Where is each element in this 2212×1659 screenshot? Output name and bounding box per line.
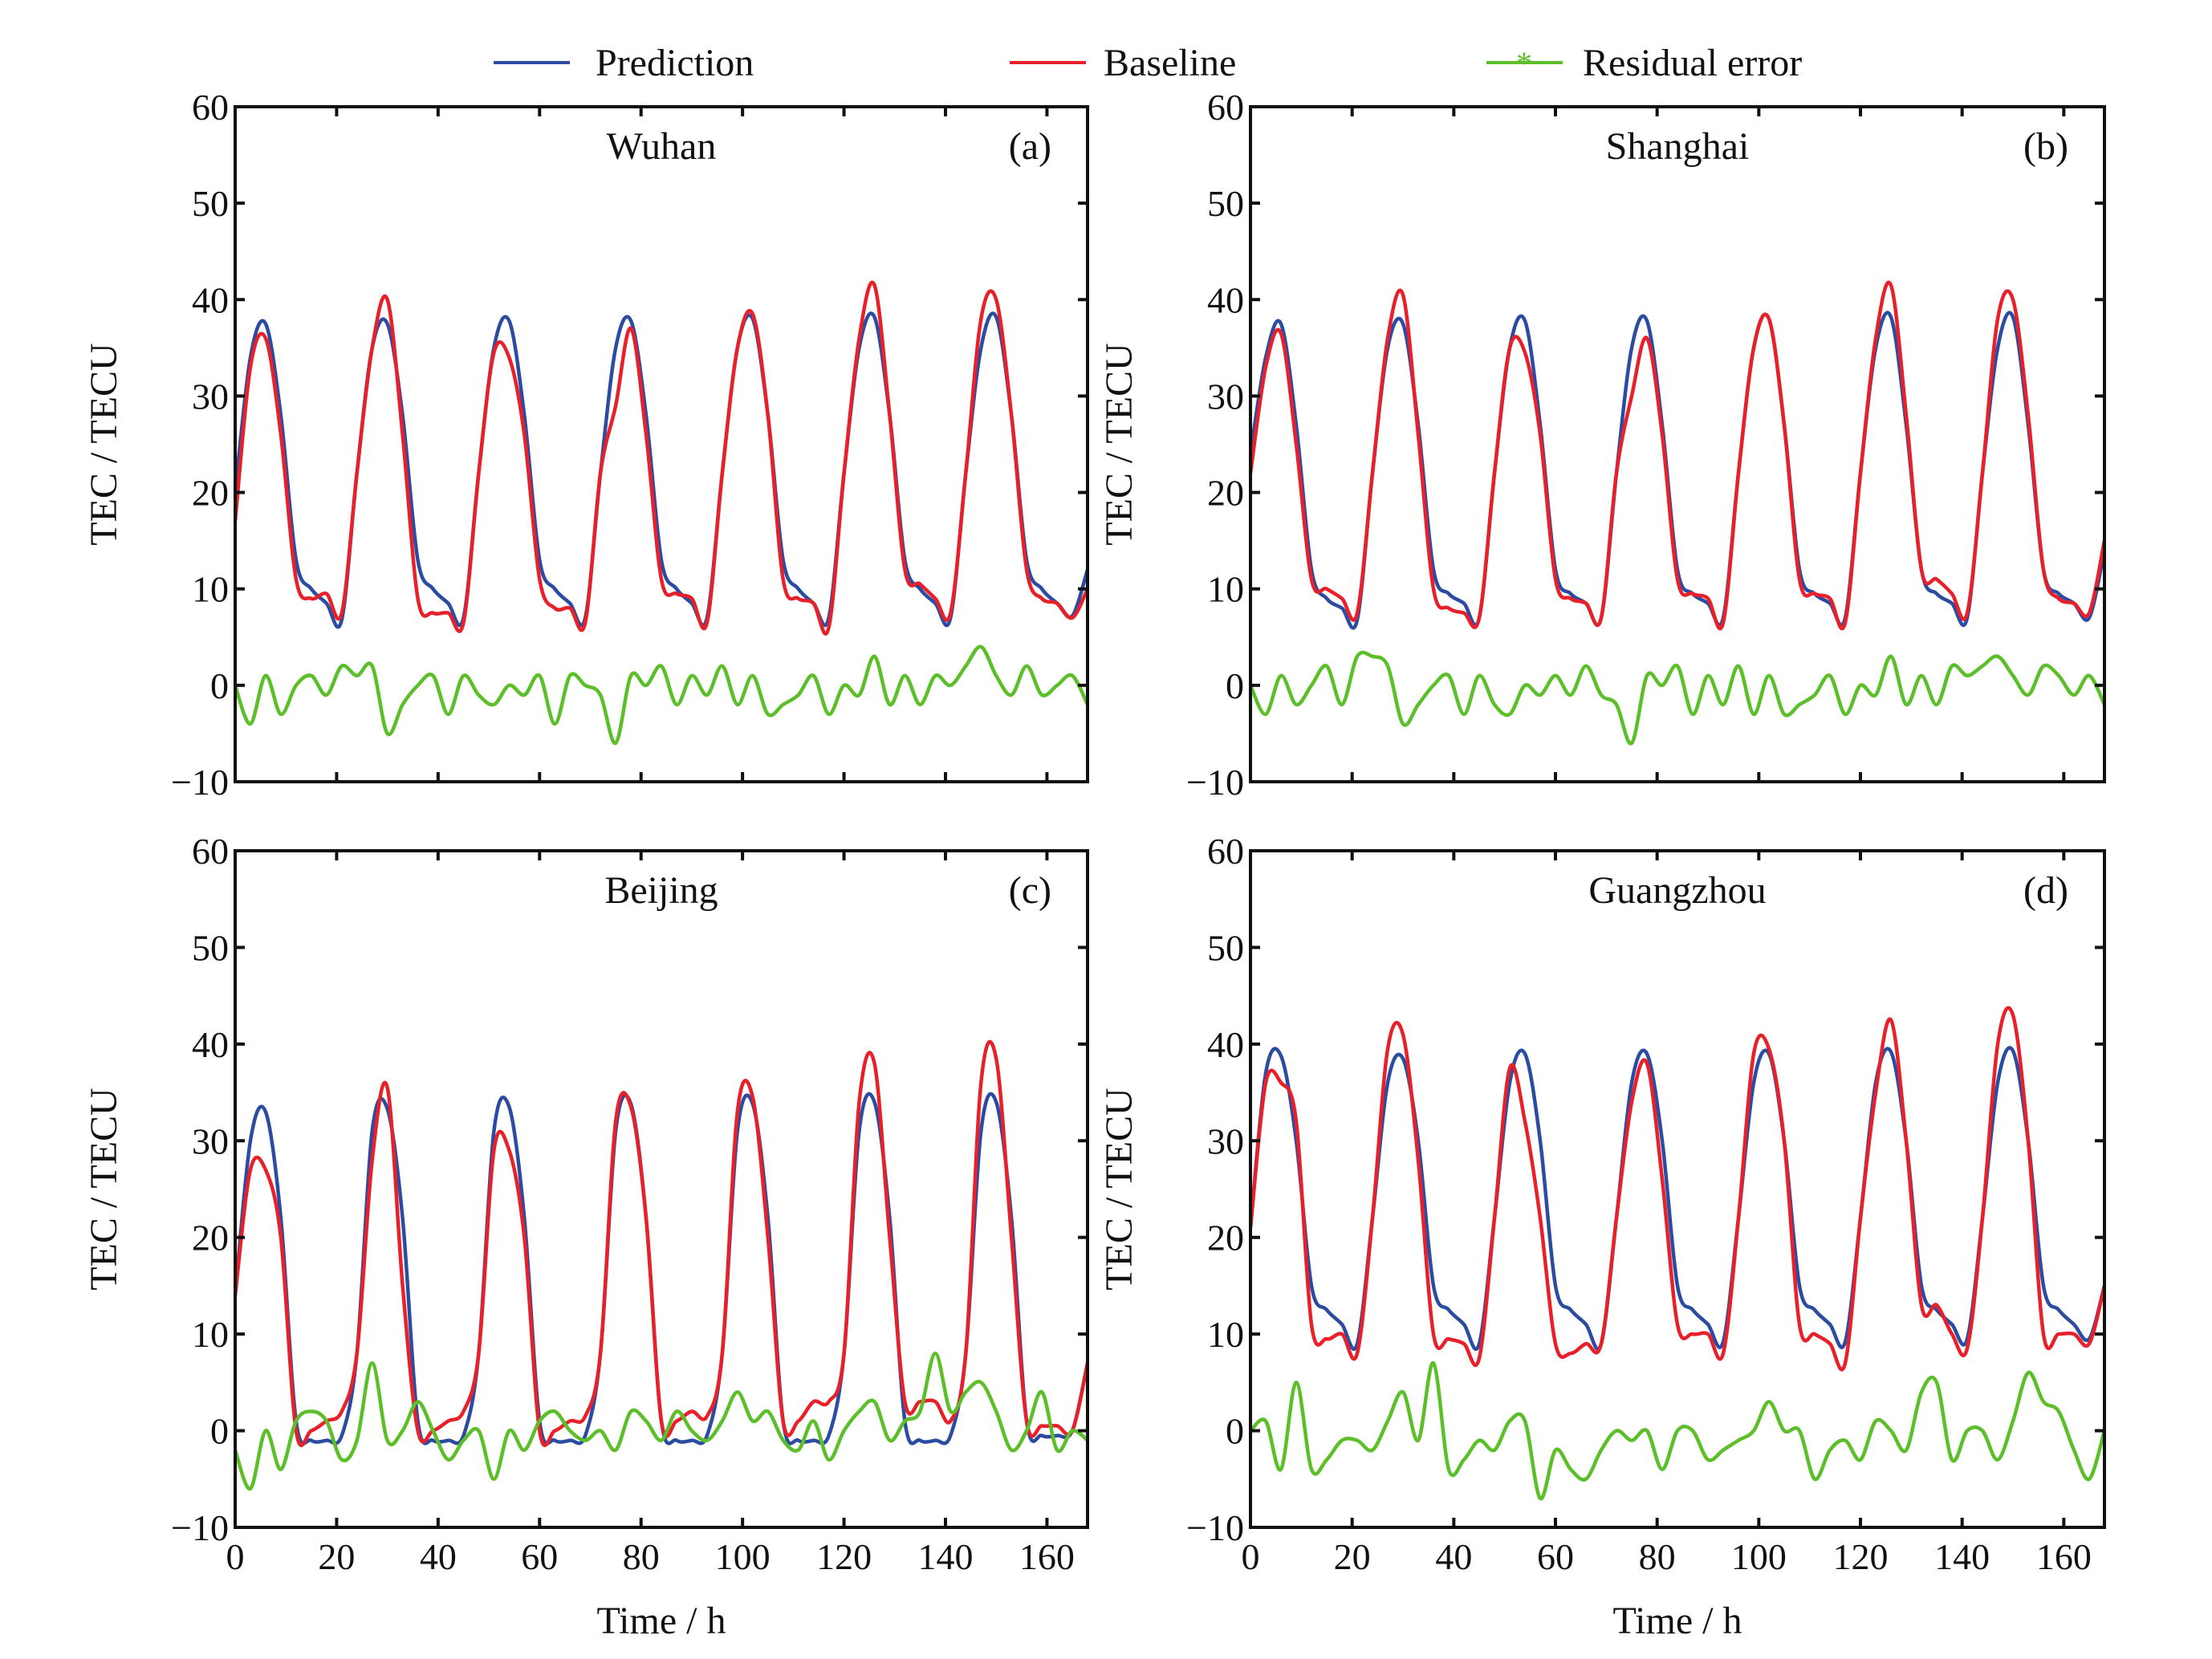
legend: Prediction Baseline * Residual error (494, 42, 1802, 84)
x-tick-label: 20 (1334, 1536, 1371, 1577)
y-tick-label: 20 (192, 1218, 229, 1258)
y-axis-label: TEC / TECU (83, 343, 125, 545)
y-tick-label: 0 (1226, 665, 1244, 706)
x-tick-label: 120 (1833, 1536, 1889, 1577)
series-line-residual-error (235, 1351, 1088, 1491)
y-tick-label: 0 (210, 1411, 229, 1452)
y-tick-label: 60 (1207, 831, 1244, 872)
x-tick-label: 20 (318, 1536, 355, 1577)
panel-title: Shanghai (1606, 125, 1750, 168)
panel-title: Guangzhou (1588, 869, 1766, 912)
plot-frame (1249, 849, 2106, 1529)
panel-title: Wuhan (607, 125, 717, 168)
y-tick-label: 10 (1207, 569, 1244, 610)
x-tick-label: 120 (816, 1536, 872, 1577)
x-tick-label: 0 (1242, 1536, 1260, 1577)
panel-label: (b) (2023, 125, 2068, 168)
y-tick-label: 40 (192, 1024, 229, 1065)
x-tick-label: 40 (420, 1536, 457, 1577)
y-tick-label: −10 (1186, 762, 1244, 803)
y-tick-label: 50 (1207, 183, 1244, 224)
x-tick-label: 80 (1639, 1536, 1676, 1577)
x-tick-label: 160 (1019, 1536, 1075, 1577)
series-line-residual-error (235, 644, 1088, 746)
y-tick-label: 30 (192, 376, 229, 417)
x-tick-label: 0 (226, 1536, 245, 1577)
plot-frame (234, 105, 1089, 783)
panel-wuhan: −10 0 10 20 30 40 50 60 Wuhan (a) TEC / TECU (83, 87, 1089, 803)
legend-item: Prediction (494, 42, 754, 84)
y-tick-label: 20 (192, 473, 229, 514)
x-tick-label: 40 (1435, 1536, 1472, 1577)
legend-item: Baseline (1010, 42, 1236, 84)
y-tick-label: 30 (1207, 376, 1244, 417)
y-tick-label: 30 (192, 1120, 229, 1161)
x-tick-label: 60 (1537, 1536, 1574, 1577)
y-tick-label: 10 (192, 569, 229, 610)
x-tick-label: 160 (2036, 1536, 2092, 1577)
y-tick-label: 40 (192, 279, 229, 320)
panel-label: (a) (1009, 125, 1051, 168)
x-tick-label: 100 (715, 1536, 771, 1577)
series-line-baseline (1250, 1006, 2104, 1372)
x-axis-label: Time / h (1613, 1600, 1742, 1642)
y-axis-label: TEC / TECU (1098, 1088, 1141, 1290)
legend-label: Prediction (596, 42, 754, 84)
plot-frame (234, 849, 1089, 1529)
y-tick-label: 50 (192, 927, 229, 968)
y-tick-label: −10 (171, 1507, 229, 1548)
series-line-baseline (235, 280, 1088, 636)
y-tick-label: 40 (1207, 279, 1244, 320)
x-axis-label: Time / h (597, 1600, 726, 1642)
y-tick-label: 0 (1226, 1411, 1244, 1452)
legend-item: * Residual error (1486, 42, 1802, 84)
x-tick-label: 100 (1731, 1536, 1787, 1577)
y-tick-label: 50 (1207, 927, 1244, 968)
x-tick-label: 60 (521, 1536, 558, 1577)
panel-label: (d) (2023, 869, 2068, 912)
y-tick-label: 10 (1207, 1314, 1244, 1355)
x-tick-label: 140 (1934, 1536, 1990, 1577)
y-tick-label: −10 (171, 762, 229, 803)
legend-label: Baseline (1104, 42, 1236, 84)
panel-title: Beijing (604, 869, 718, 912)
y-tick-label: 20 (1207, 1218, 1244, 1258)
y-tick-label: 20 (1207, 473, 1244, 514)
y-tick-label: −10 (1186, 1507, 1244, 1548)
y-tick-label: 30 (1207, 1120, 1244, 1161)
star-marker-icon: * (1516, 45, 1532, 81)
x-tick-label: 80 (623, 1536, 660, 1577)
y-tick-label: 10 (192, 1314, 229, 1355)
panel-label: (c) (1009, 869, 1051, 912)
y-tick-label: 0 (210, 665, 229, 706)
panel-shanghai: −10 0 10 20 30 40 50 60 Shanghai (b) TEC / TECU (1098, 87, 2106, 803)
series-line-prediction (1250, 1046, 2104, 1352)
legend-label: Residual error (1583, 42, 1802, 84)
y-axis-label: TEC / TECU (83, 1088, 125, 1290)
series-line-residual-error (1250, 650, 2104, 746)
y-tick-label: 60 (192, 831, 229, 872)
series-line-residual-error (1250, 1361, 2104, 1501)
x-tick-label: 140 (918, 1536, 974, 1577)
series-line-baseline (1250, 280, 2104, 631)
y-tick-label: 40 (1207, 1024, 1244, 1065)
plot-frame (1249, 105, 2106, 783)
y-tick-label: 60 (192, 87, 229, 128)
y-tick-label: 50 (192, 183, 229, 224)
y-axis-label: TEC / TECU (1098, 343, 1141, 545)
y-tick-label: 60 (1207, 87, 1244, 128)
series-line-baseline (235, 1039, 1088, 1447)
